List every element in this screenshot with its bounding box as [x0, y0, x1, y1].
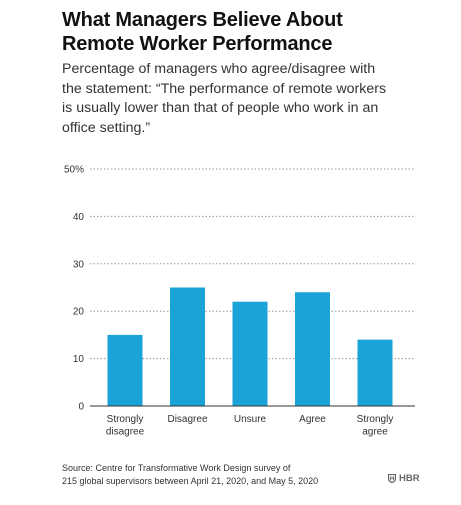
x-tick-label: agree: [362, 427, 388, 438]
x-tick-label: Strongly: [107, 414, 144, 425]
shield-icon: [388, 474, 396, 483]
y-tick-label: 20: [73, 307, 85, 318]
chart-title-line-1: What Managers Believe About: [62, 9, 343, 31]
chart-subtitle-line-3: is usually lower than that of people who…: [62, 100, 379, 117]
bar: [357, 339, 393, 406]
x-tick-label: Strongly: [357, 414, 394, 425]
chart-subtitle-line-4: office setting.”: [62, 119, 151, 136]
bar: [295, 292, 330, 406]
y-tick-label: 50%: [64, 165, 84, 176]
source-note: Source: Centre for Transformative Work D…: [62, 462, 318, 488]
chart-title-line-2: Remote Worker Performance: [62, 33, 333, 55]
source-line-2: 215 global supervisors between April 21,…: [62, 476, 319, 486]
y-tick-label: 0: [78, 402, 84, 413]
bar: [232, 301, 268, 406]
y-tick-label: 30: [73, 259, 85, 270]
chart-subtitle-line-1: Percentage of managers who agree/disagre…: [62, 61, 376, 77]
chart-subtitle: Percentage of managers who agree/disagre…: [62, 60, 454, 138]
bar: [170, 287, 205, 406]
x-tick-label: Disagree: [167, 414, 207, 425]
x-tick-label: Unsure: [234, 414, 267, 425]
y-tick-label: 40: [73, 212, 85, 223]
brand-label: HBR: [399, 473, 420, 484]
chart-title: What Managers Believe About Remote Worke…: [62, 8, 452, 56]
bar: [107, 334, 143, 406]
x-tick-label: disagree: [106, 427, 145, 438]
hbr-logo: HBR: [388, 473, 420, 484]
source-line-1: Source: Centre for Transformative Work D…: [62, 463, 291, 473]
y-tick-label: 10: [73, 354, 85, 365]
x-tick-label: Agree: [299, 414, 326, 425]
chart-subtitle-line-2: the statement: “The performance of remot…: [62, 80, 387, 97]
